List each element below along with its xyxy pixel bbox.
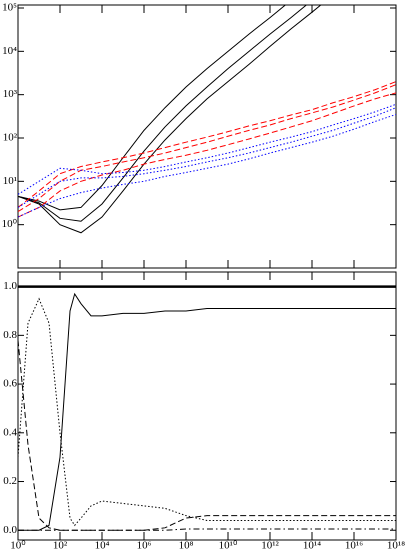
series-line <box>18 5 287 211</box>
x-tick-label: 10⁴ <box>95 540 110 552</box>
plot-frame <box>17 271 397 541</box>
series-line <box>18 5 308 222</box>
series-line <box>18 340 396 531</box>
plot-frame <box>17 4 397 269</box>
x-tick-label: 10² <box>53 540 68 552</box>
y-tick-label: 0.2 <box>3 475 17 487</box>
plot-area <box>18 5 396 234</box>
x-tick-label: 10⁶ <box>137 540 152 552</box>
series-line <box>18 292 396 531</box>
y-tick-label: 10¹ <box>3 175 17 187</box>
y-tick-label: 10³ <box>3 88 18 100</box>
series-line <box>18 81 396 208</box>
y-tick-label: 0.4 <box>3 426 17 438</box>
plot-area <box>18 285 396 531</box>
x-tick-label: 10¹⁶ <box>345 540 363 552</box>
series-line <box>18 92 396 218</box>
y-tick-label: 10⁴ <box>2 45 17 57</box>
y-tick-label: 0.8 <box>3 329 17 341</box>
x-tick-label: 10¹⁸ <box>387 540 405 552</box>
x-tick-label: 10⁸ <box>179 540 194 552</box>
x-tick-label: 10⁰ <box>10 540 26 552</box>
x-tick-label: 10¹² <box>261 540 279 552</box>
x-tick-label: 10¹⁴ <box>303 540 321 552</box>
y-tick-label: 10⁰ <box>2 218 18 230</box>
series-line <box>18 297 396 527</box>
y-tick-label: 0.6 <box>3 378 17 390</box>
series-line <box>18 107 396 208</box>
y-tick-label: 10⁵ <box>2 2 17 14</box>
y-tick-label: 1.0 <box>3 280 17 292</box>
series-line <box>18 528 396 531</box>
series-line <box>18 113 396 218</box>
x-tick-label: 10¹⁰ <box>219 540 238 552</box>
y-tick-label: 0.0 <box>3 524 17 536</box>
y-tick-label: 10² <box>3 132 18 144</box>
series-line <box>18 103 396 195</box>
series-line <box>18 5 322 234</box>
series-line <box>18 84 396 213</box>
